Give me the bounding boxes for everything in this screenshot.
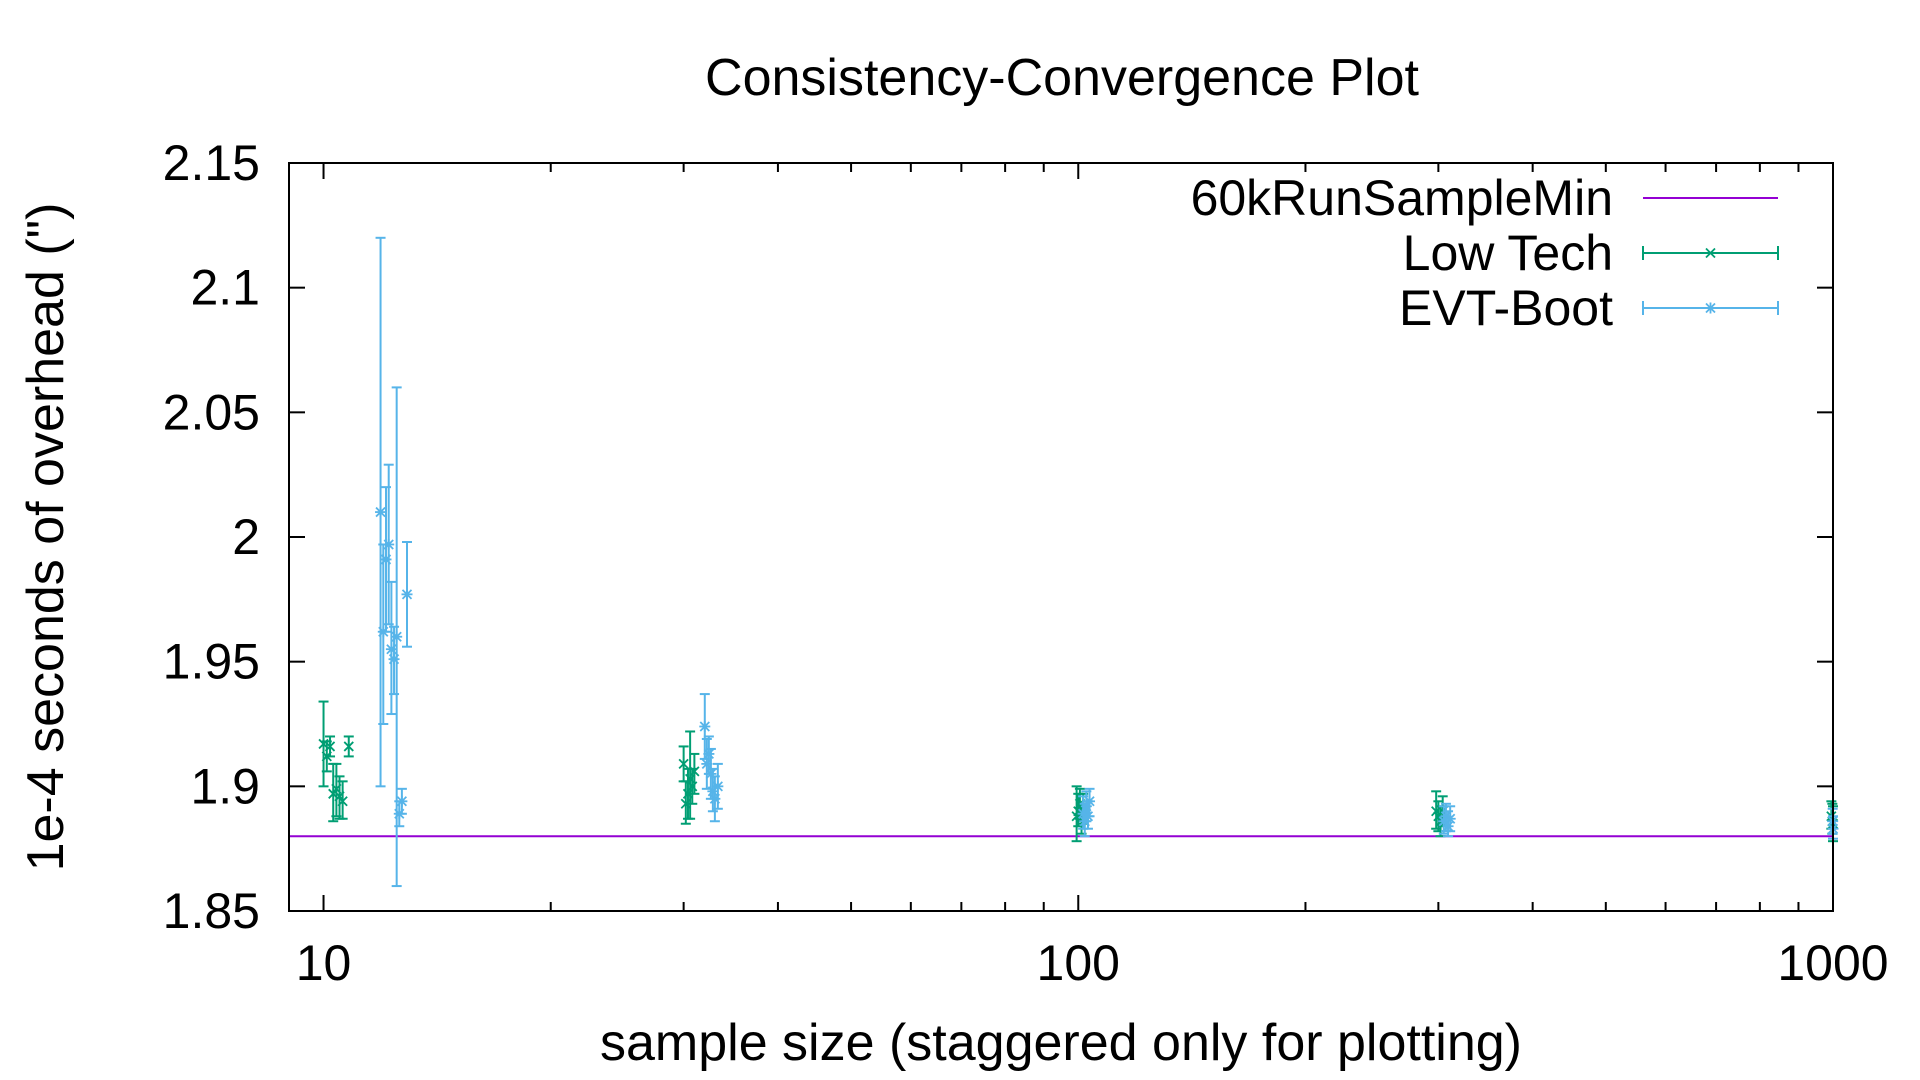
y-tick-label: 2 xyxy=(232,509,260,565)
legend-label: EVT-Boot xyxy=(1399,280,1613,336)
data-point-evt-boot xyxy=(701,737,713,790)
x-axis: 10 100 1000 xyxy=(296,163,1889,991)
data-point-evt-boot xyxy=(391,386,403,888)
x-tick-label: 1000 xyxy=(1777,935,1888,991)
star-marker xyxy=(383,538,395,550)
data-point-low-tech xyxy=(343,735,354,758)
plot-area xyxy=(289,236,1839,888)
star-marker xyxy=(1084,795,1096,807)
star-marker xyxy=(707,785,719,797)
legend-item: 60kRunSampleMin xyxy=(1191,170,1778,226)
data-point-evt-boot xyxy=(1084,787,1096,818)
star-marker xyxy=(388,653,400,665)
y-tick-label: 2.15 xyxy=(163,135,260,191)
star-marker xyxy=(1444,813,1456,825)
data-point-evt-boot xyxy=(383,463,395,626)
y-tick-label: 1.95 xyxy=(163,634,260,690)
data-point-low-tech xyxy=(1431,790,1442,830)
x-marker xyxy=(324,741,336,752)
data-point-evt-boot xyxy=(380,486,392,633)
data-point-low-tech xyxy=(324,735,336,758)
legend-label: Low Tech xyxy=(1403,225,1613,281)
data-point-evt-boot xyxy=(375,236,387,788)
y-tick-label: 1.85 xyxy=(163,883,260,939)
legend-label: 60kRunSampleMin xyxy=(1191,170,1613,226)
star-marker xyxy=(391,631,403,643)
data-point-evt-boot xyxy=(401,540,413,648)
y-tick-label: 2.1 xyxy=(190,260,260,316)
star-marker xyxy=(712,780,724,792)
star-marker xyxy=(396,795,408,807)
legend-item: EVT-Boot xyxy=(1399,280,1779,336)
x-tick-label: 100 xyxy=(1037,935,1120,991)
legend-item: Low Tech xyxy=(1403,225,1779,281)
y-tick-label: 2.05 xyxy=(163,384,260,440)
data-point-low-tech xyxy=(689,752,700,795)
x-axis-label: sample size (staggered only for plotting… xyxy=(600,1014,1522,1072)
y-axis-label: 1e-4 seconds of overhead (") xyxy=(17,203,75,872)
star-marker xyxy=(380,553,392,565)
x-marker xyxy=(1705,247,1716,259)
y-tick-label: 1.9 xyxy=(190,758,260,814)
data-point-evt-boot xyxy=(385,580,397,716)
x-marker xyxy=(343,741,354,752)
x-tick-label: 10 xyxy=(296,935,352,991)
star-marker xyxy=(375,506,387,518)
star-marker xyxy=(703,748,715,760)
x-marker xyxy=(678,758,689,770)
x-marker xyxy=(337,796,348,807)
x-marker xyxy=(689,766,700,777)
data-point-low-tech xyxy=(337,780,348,820)
data-point-evt-boot xyxy=(699,693,711,760)
y-axis: 1.85 1.9 1.95 2 2.05 2.1 2.15 xyxy=(163,135,1833,939)
star-marker xyxy=(699,720,711,732)
star-marker xyxy=(1705,302,1716,314)
data-point-evt-boot xyxy=(712,762,724,810)
plot-frame xyxy=(288,162,1834,912)
star-marker xyxy=(1442,820,1454,832)
data-point-evt-boot xyxy=(377,543,389,725)
chart-title: Consistency-Convergence Plot xyxy=(705,49,1419,107)
star-marker xyxy=(401,588,413,600)
data-point-low-tech xyxy=(680,780,691,825)
data-point-evt-boot xyxy=(396,787,408,815)
data-point-evt-boot xyxy=(1444,805,1456,833)
star-marker xyxy=(385,643,397,655)
